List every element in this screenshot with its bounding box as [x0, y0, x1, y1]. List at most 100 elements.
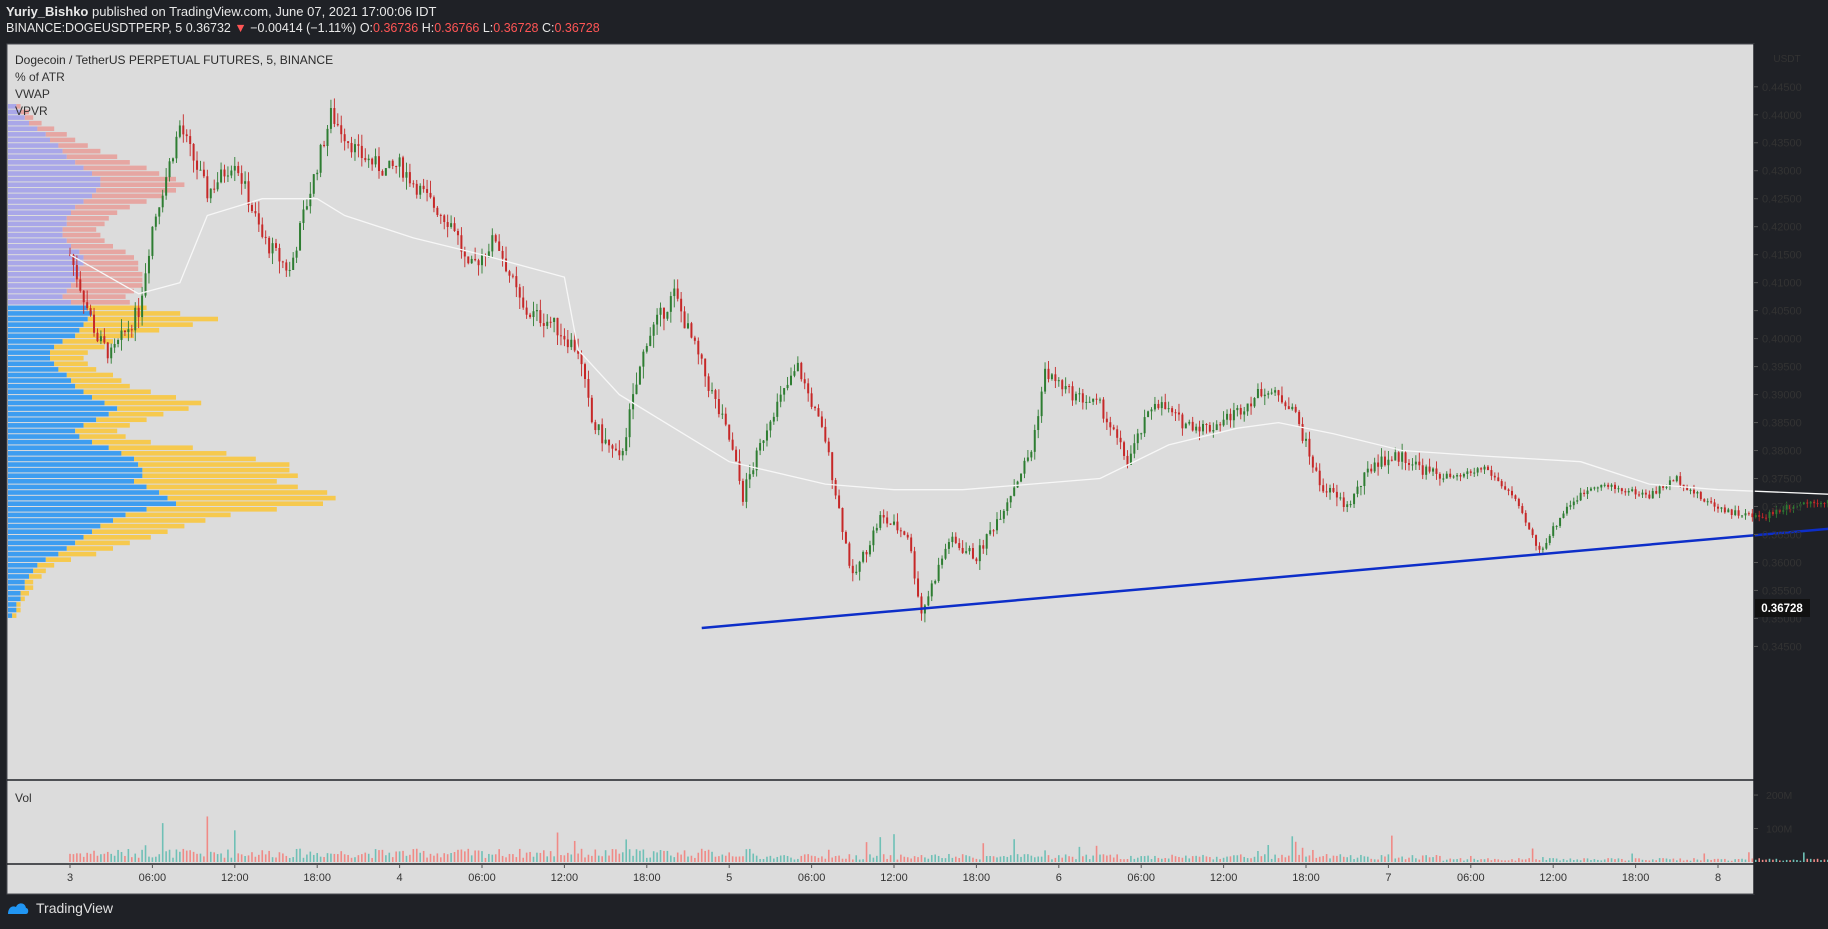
candle-body [268, 237, 271, 254]
candle-body [1363, 472, 1366, 487]
vp-down-bar [117, 406, 189, 411]
volume-bar [1655, 860, 1657, 862]
candle-body [1610, 484, 1613, 487]
volume-bar [230, 857, 233, 862]
volume-bar [1212, 859, 1215, 862]
candle-body [944, 548, 947, 559]
candle-body [1552, 526, 1555, 536]
candle-body [474, 258, 477, 261]
candle-body [1274, 390, 1277, 393]
candle-body [1795, 506, 1798, 508]
candle-body [1356, 486, 1359, 494]
volume-bar [731, 856, 734, 862]
volume-bar [244, 856, 246, 862]
candle-body [1816, 503, 1819, 505]
candle-body [419, 185, 422, 195]
volume-bar [642, 849, 645, 862]
candle-body [659, 307, 662, 315]
candle-body [130, 329, 133, 331]
candle-body [1074, 393, 1077, 401]
volume-bar [1772, 859, 1774, 862]
time-tick-label: 18:00 [963, 872, 991, 884]
vp-down-bar [92, 439, 151, 445]
volume-bar [505, 857, 507, 862]
candle-body [759, 443, 762, 451]
candle-body [1480, 468, 1483, 470]
volume-bar [1071, 856, 1074, 862]
vp-up-bar [8, 568, 34, 574]
volume-bar [76, 853, 78, 862]
vp-up-bar [8, 193, 92, 199]
legend-indicator-vwap[interactable]: VWAP [15, 87, 50, 101]
time-axis[interactable]: 3 06:00 12:00 18:00 4 06:00 12:00 18:00 5 06:00 12… [67, 864, 1721, 884]
vp-up-bar [8, 339, 63, 344]
volume-bar [1758, 858, 1760, 862]
candle-body [748, 474, 751, 480]
candle-body [934, 580, 937, 584]
candle-body [1253, 397, 1256, 407]
volume-bar [1439, 855, 1441, 862]
candle-body [350, 142, 353, 153]
vp-up-bar [8, 411, 109, 417]
volume-bar [1253, 856, 1256, 862]
author-name[interactable]: Yuriy_Bishko [6, 4, 89, 19]
candle-body [553, 317, 556, 323]
candle-body [1301, 424, 1304, 441]
candle-body [1322, 485, 1325, 492]
candle-body [1167, 408, 1170, 410]
candle-body [1401, 452, 1404, 462]
vp-down-bar [29, 574, 42, 579]
volume-bar [927, 858, 930, 862]
vp-up-bar [8, 271, 80, 277]
candle-body [697, 340, 700, 355]
legend-indicator-atr[interactable]: % of ATR [15, 70, 65, 84]
candle-body [539, 310, 542, 324]
legend-title[interactable]: Dogecoin / TetherUS PERPETUAL FUTURES, 5… [15, 53, 333, 67]
volume-bar [264, 854, 267, 862]
candle-body [954, 536, 957, 544]
candle-body [1679, 476, 1682, 485]
volume-pane-label[interactable]: Vol [15, 791, 32, 805]
candle-body [879, 515, 882, 528]
volume-bar [172, 857, 174, 862]
price-tick-label: 0.37000 [1762, 502, 1802, 514]
candle-body [1408, 463, 1410, 465]
candle-body [161, 195, 164, 208]
volume-bar [968, 856, 971, 862]
candle-body [1778, 509, 1781, 512]
vp-up-bar [8, 406, 118, 411]
volume-bar [247, 855, 250, 862]
volume-bar [302, 857, 305, 862]
vp-down-bar [75, 160, 130, 165]
candle-body [168, 161, 171, 178]
ascending-trendline[interactable] [701, 491, 1828, 630]
candle-body [1081, 393, 1084, 403]
vp-up-bar [8, 182, 101, 188]
candle-body [1517, 498, 1520, 507]
footer-brand[interactable]: TradingView [6, 900, 113, 916]
volume-bar [955, 856, 957, 862]
price-axis[interactable]: 0.44500 0.44000 0.43500 0.43000 0.42500 0.420… [1754, 82, 1802, 654]
volume-bar [254, 856, 257, 862]
volume-bar [752, 853, 755, 862]
candle-body [999, 518, 1002, 520]
vp-up-bar [8, 378, 71, 383]
volume-bar [285, 855, 288, 862]
candle-body [202, 169, 205, 177]
volume-bar [803, 854, 806, 862]
legend-indicator-vpvr[interactable]: VPVR [15, 104, 48, 118]
candle-body [1287, 406, 1290, 410]
volume-bar [567, 852, 569, 862]
candle-body [834, 480, 837, 496]
price-tick-label: 0.42000 [1762, 222, 1802, 234]
candle-body [460, 235, 463, 252]
candle-body [1229, 413, 1232, 421]
time-tick-label: 06:00 [1127, 872, 1155, 884]
volume-bar [227, 849, 229, 862]
candle-body [1071, 386, 1074, 401]
candle-body [120, 330, 123, 341]
candle-body [814, 406, 817, 409]
volume-bar [711, 851, 713, 862]
volume-bar [1607, 858, 1609, 862]
